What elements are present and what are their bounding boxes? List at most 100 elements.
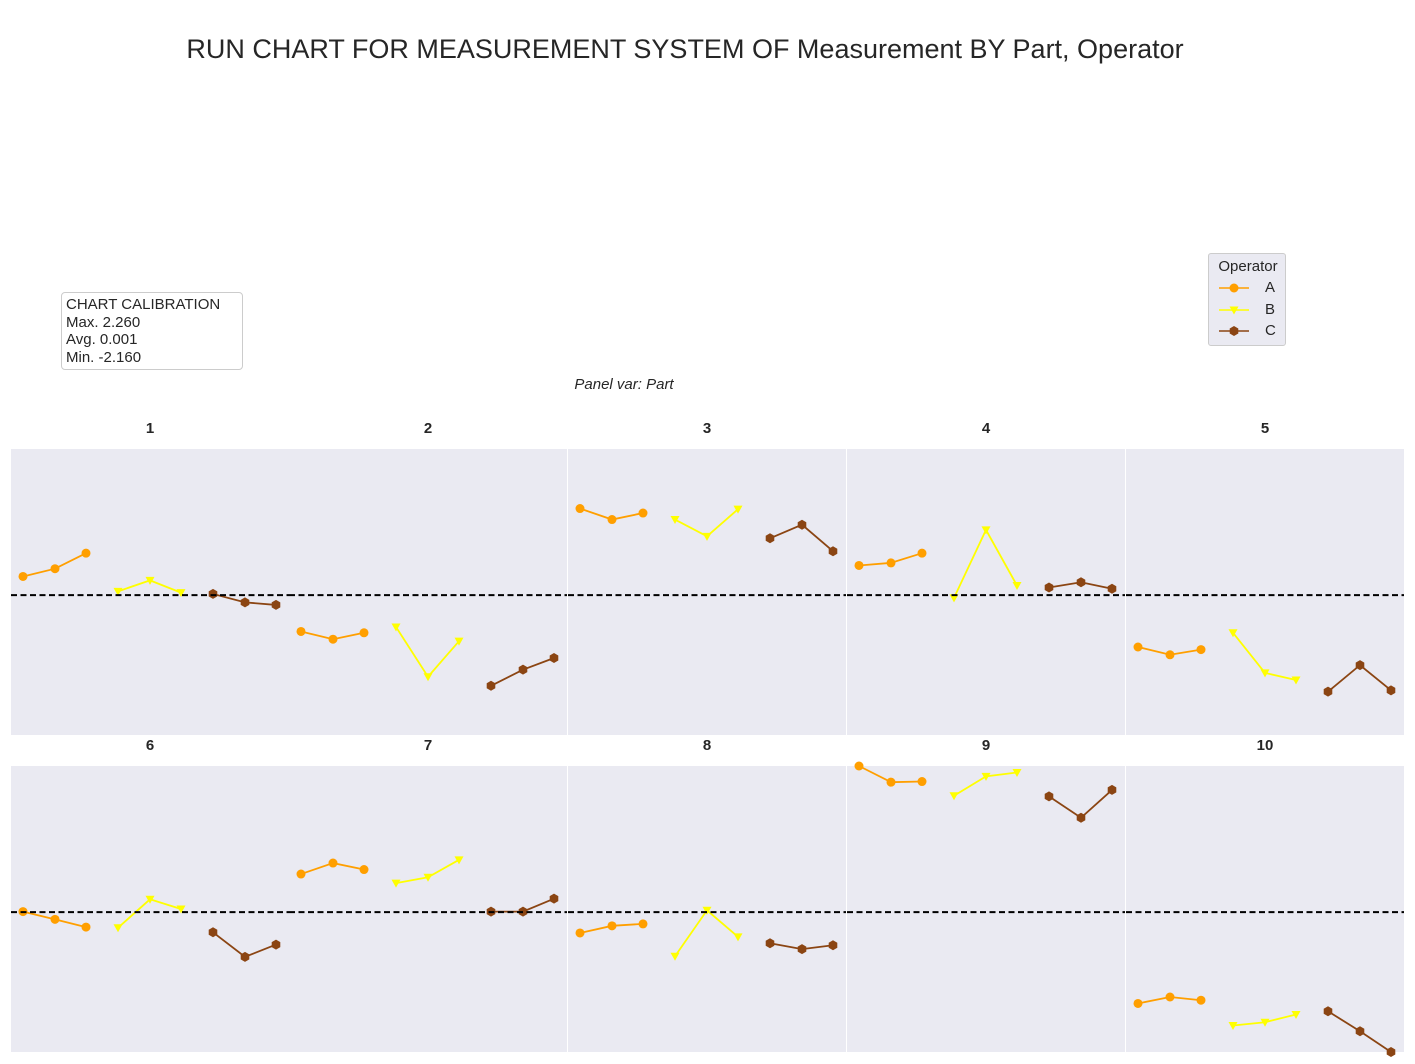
chart-title: RUN CHART FOR MEASUREMENT SYSTEM OF Meas… — [186, 34, 1184, 64]
data-point-b — [1260, 1018, 1270, 1027]
data-point-c — [1076, 812, 1086, 823]
calibration-min: Min. -2.160 — [66, 348, 142, 366]
data-point-b — [949, 792, 959, 801]
data-point-c — [828, 546, 838, 557]
data-point-a — [1165, 650, 1175, 660]
data-point-b — [670, 952, 680, 961]
data-point-c — [765, 938, 775, 949]
data-point-c — [1044, 582, 1054, 593]
panel-part-2: 2 — [289, 420, 567, 735]
panel-title: 1 — [146, 420, 154, 437]
legend-item-b: B — [1217, 300, 1283, 320]
data-point-c — [1386, 1047, 1396, 1057]
data-point-a — [296, 869, 306, 879]
data-point-b — [113, 587, 123, 596]
panel-variable-label: Panel var: Part — [574, 376, 674, 393]
data-point-c — [1076, 577, 1086, 588]
legend-marker-b-symbol — [1229, 306, 1239, 315]
data-point-a — [638, 508, 648, 518]
panel-part-8: 8 — [568, 737, 846, 1052]
data-point-c — [1386, 685, 1396, 696]
data-point-a — [359, 865, 369, 875]
data-point-a — [359, 628, 369, 638]
panel-part-7: 7 — [289, 737, 567, 1052]
data-point-a — [50, 564, 60, 574]
panel-part-10: 10 — [1126, 737, 1404, 1057]
data-point-c — [765, 533, 775, 544]
data-point-a — [917, 777, 927, 787]
data-point-a — [886, 558, 896, 568]
legend-marker-a — [1219, 283, 1249, 293]
chart-calibration-box: CHART CALIBRATION Max. 2.260 Avg. 0.001 … — [61, 292, 243, 370]
panel-title: 6 — [146, 737, 154, 754]
data-point-a — [575, 504, 585, 514]
data-point-b — [1012, 582, 1022, 591]
data-point-b — [733, 505, 743, 514]
legend-label-c: C — [1265, 322, 1276, 339]
data-point-c — [1355, 1026, 1365, 1037]
legend-item-a: A — [1217, 278, 1283, 298]
data-point-a — [886, 777, 896, 787]
data-point-c — [208, 588, 218, 599]
data-point-a — [1196, 995, 1206, 1005]
data-point-c — [1107, 784, 1117, 795]
calibration-heading: CHART CALIBRATION — [66, 296, 221, 313]
panel-background — [289, 449, 567, 735]
data-point-c — [240, 597, 250, 608]
data-point-b — [733, 933, 743, 942]
data-point-a — [638, 919, 648, 929]
data-point-a — [81, 548, 91, 558]
data-point-a — [328, 858, 338, 868]
panel-part-6: 6 — [11, 737, 289, 1052]
panel-background — [847, 766, 1125, 1052]
data-point-a — [607, 515, 617, 525]
data-point-b — [1291, 676, 1301, 685]
panel-background — [1126, 449, 1404, 735]
data-point-b — [454, 637, 464, 646]
panel-background — [847, 449, 1125, 735]
data-point-a — [1196, 645, 1206, 655]
data-point-b — [981, 772, 991, 781]
data-point-b — [702, 906, 712, 915]
data-point-c — [549, 893, 559, 904]
panel-part-1: 1 — [11, 420, 289, 735]
panel-title: 4 — [982, 420, 991, 437]
data-point-b — [454, 856, 464, 865]
panel-title: 7 — [424, 737, 432, 754]
data-point-b — [391, 623, 401, 632]
panel-title: 10 — [1257, 737, 1274, 754]
data-point-b — [1291, 1010, 1301, 1019]
data-point-b — [949, 594, 959, 603]
data-point-b — [1012, 768, 1022, 777]
data-point-a — [917, 548, 927, 558]
data-point-b — [981, 526, 991, 535]
panel-background — [11, 766, 289, 1052]
data-point-c — [486, 680, 496, 691]
legend-item-c: C — [1217, 321, 1283, 341]
panel-title: 5 — [1261, 420, 1269, 437]
legend-title: Operator — [1218, 258, 1278, 275]
data-point-b — [176, 905, 186, 914]
data-point-b — [145, 895, 155, 904]
data-point-b — [670, 516, 680, 525]
data-point-a — [18, 571, 28, 581]
data-point-a — [854, 761, 864, 771]
data-point-c — [518, 664, 528, 675]
data-point-a — [1133, 642, 1143, 652]
panel-background — [1126, 766, 1404, 1052]
data-point-a — [1165, 992, 1175, 1002]
data-point-a — [607, 921, 617, 931]
data-point-c — [828, 940, 838, 951]
data-point-a — [328, 634, 338, 644]
legend-marker-c — [1219, 326, 1249, 336]
data-point-b — [702, 532, 712, 541]
legend: Operator A B C — [1208, 253, 1286, 346]
data-point-c — [1355, 660, 1365, 671]
data-point-a — [50, 914, 60, 924]
data-point-a — [575, 928, 585, 938]
data-point-c — [271, 599, 281, 610]
data-point-a — [1133, 998, 1143, 1008]
panel-title: 2 — [424, 420, 432, 437]
data-point-b — [113, 924, 123, 933]
